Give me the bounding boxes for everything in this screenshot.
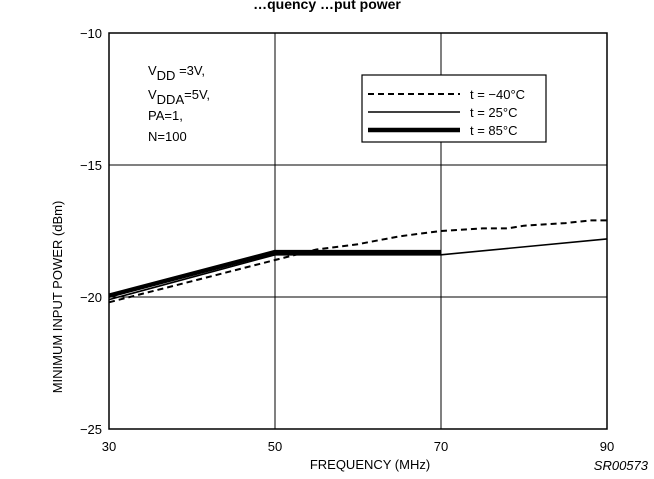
- y-tick-label: −25: [80, 422, 102, 437]
- series-line-1: [108, 219, 607, 304]
- condition-line-4: N=100: [148, 129, 187, 144]
- legend-label-2: t = 25°C: [470, 105, 517, 120]
- legend-label-1: t = −40°C: [470, 87, 525, 102]
- y-tick-label: −20: [80, 290, 102, 305]
- series-line-3: [108, 249, 441, 298]
- legend: t = −40°C t = 25°C t = 85°C: [361, 74, 547, 143]
- conditions-annotation: VDD =3V, VDDA=5V,PA=1, N=100: [148, 63, 210, 144]
- x-tick-label: 70: [434, 439, 448, 454]
- plot-frame: [108, 32, 608, 430]
- axis-ticks: 30 50 70 90 −10 −15 −20 −25: [80, 26, 614, 454]
- x-tick-label: 30: [102, 439, 116, 454]
- y-axis-title: MINIMUM INPUT POWER (dBm): [50, 201, 65, 394]
- x-tick-label: 50: [268, 439, 282, 454]
- series-line-2: [108, 238, 608, 301]
- x-axis-title: FREQUENCY (MHz): [310, 457, 430, 472]
- figure-code: SR00573: [594, 458, 649, 473]
- y-tick-label: −15: [80, 158, 102, 173]
- y-tick-label: −10: [80, 26, 102, 41]
- condition-line-1: VDD =3V,: [148, 63, 205, 83]
- condition-line-3: PA=1,: [148, 108, 183, 123]
- condition-line-2: VDDA=5V,: [148, 87, 210, 107]
- series-lines: [108, 219, 608, 304]
- x-tick-label: 90: [600, 439, 614, 454]
- chart-title: …quency …put power: [253, 0, 401, 12]
- legend-label-3: t = 85°C: [470, 123, 517, 138]
